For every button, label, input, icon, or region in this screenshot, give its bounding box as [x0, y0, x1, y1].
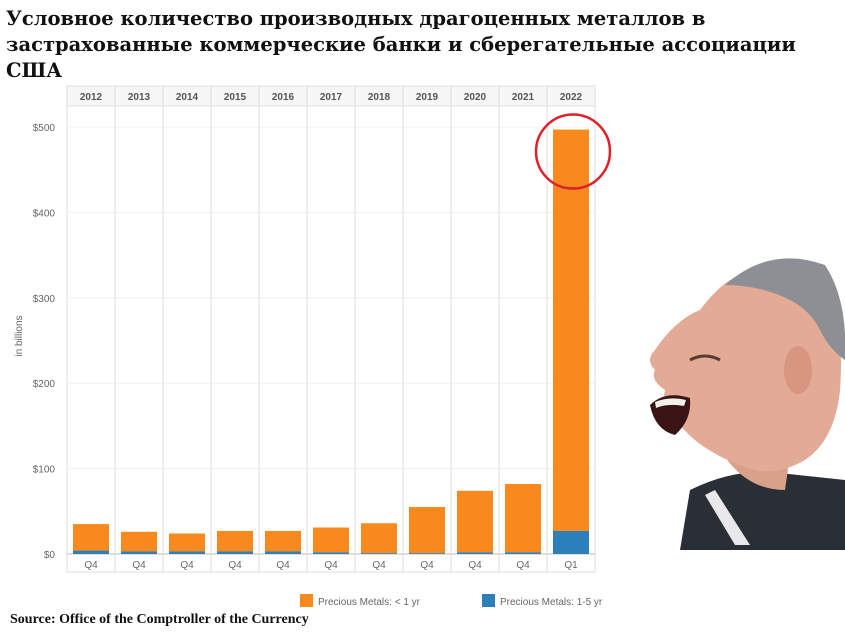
year-label: 2018	[368, 92, 391, 103]
year-label: 2017	[320, 92, 343, 103]
year-label: 2020	[464, 92, 487, 103]
bar-segment-1-5yr	[361, 553, 397, 554]
y-tick-label: $500	[33, 123, 56, 134]
quarter-label: Q4	[324, 560, 338, 571]
year-label: 2022	[560, 92, 583, 103]
legend-swatch	[300, 594, 313, 607]
bar-segment-under-1yr	[265, 530, 301, 552]
legend-swatch	[482, 594, 495, 607]
bar-segment-1-5yr	[169, 551, 205, 554]
quarter-label: Q1	[564, 560, 578, 571]
quarter-label: Q4	[468, 560, 482, 571]
bar-segment-1-5yr	[457, 552, 493, 554]
bar-segment-under-1yr	[313, 527, 349, 553]
bar-segment-under-1yr	[505, 483, 541, 553]
year-label: 2016	[272, 92, 295, 103]
bar-segment-under-1yr	[553, 129, 589, 531]
bar-segment-under-1yr	[217, 530, 253, 552]
y-axis-title: in billions	[14, 315, 25, 356]
quarter-label: Q4	[420, 560, 434, 571]
y-tick-label: $0	[44, 550, 56, 561]
bar-segment-under-1yr	[409, 507, 445, 554]
year-label: 2015	[224, 92, 247, 103]
bar-segment-under-1yr	[169, 533, 205, 552]
bar-segment-under-1yr	[457, 490, 493, 553]
laughing-man-photo	[650, 258, 845, 550]
chart-title: Условное количество производных драгоцен…	[6, 7, 796, 82]
y-tick-label: $400	[33, 208, 56, 219]
year-label: 2019	[416, 92, 439, 103]
highlight-circle	[534, 113, 612, 190]
bar-segment-1-5yr	[217, 551, 253, 554]
quarter-label: Q4	[276, 560, 290, 571]
bar-segment-1-5yr	[121, 551, 157, 554]
year-label: 2013	[128, 92, 151, 103]
bar-segment-1-5yr	[313, 552, 349, 554]
quarter-label: Q4	[180, 560, 194, 571]
bar-segment-1-5yr	[73, 550, 109, 554]
quarter-label: Q4	[84, 560, 98, 571]
y-tick-label: $100	[33, 465, 56, 476]
bar-segment-under-1yr	[361, 523, 397, 554]
bar-segment-under-1yr	[73, 524, 109, 551]
quarter-label: Q4	[372, 560, 386, 571]
year-header-band	[66, 85, 596, 107]
quarter-label: Q4	[516, 560, 530, 571]
year-label: 2021	[512, 92, 535, 103]
quarter-label: Q4	[132, 560, 146, 571]
source-note: Source: Office of the Comptroller of the…	[10, 612, 309, 627]
year-label: 2012	[80, 92, 103, 103]
bar-segment-under-1yr	[121, 531, 157, 552]
legend-label: Precious Metals: < 1 yr	[318, 597, 421, 608]
quarter-label: Q4	[228, 560, 242, 571]
y-tick-label: $300	[33, 294, 56, 305]
bar-segment-1-5yr	[505, 552, 541, 554]
y-tick-label: $200	[33, 379, 56, 390]
bar-segment-1-5yr	[409, 553, 445, 554]
year-label: 2014	[176, 92, 199, 103]
bar-segment-1-5yr	[265, 551, 301, 554]
legend-label: Precious Metals: 1-5 yr	[500, 597, 603, 608]
bar-segment-1-5yr	[553, 530, 589, 554]
